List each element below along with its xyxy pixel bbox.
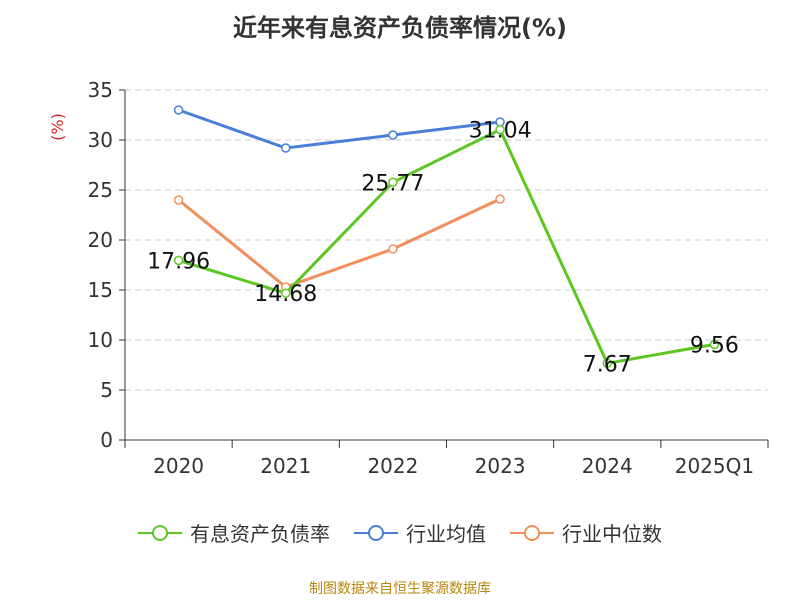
y-tick-label: 0 [100,428,113,452]
legend-item-1[interactable]: 行业均值 [354,518,486,547]
data-label: 7.67 [583,352,632,377]
legend: 有息资产负债率 行业均值 行业中位数 [0,518,800,547]
legend-label: 有息资产负债率 [190,522,330,546]
y-tick-label: 10 [88,328,113,352]
data-label: 9.56 [690,333,739,358]
x-tick-label: 2021 [260,454,311,478]
data-point [709,339,720,350]
data-point [495,124,505,135]
legend-marker-icon [354,524,398,541]
x-tick-label: 2024 [582,454,633,478]
data-point [173,105,184,115]
x-tick-label: 2022 [367,454,418,478]
y-axis-label: (%) [48,113,67,141]
grid-lines [125,89,768,391]
data-label: 14.68 [254,282,317,307]
series-lines [173,105,720,369]
data-point [602,358,612,369]
legend-label: 行业中位数 [562,522,662,546]
data-point [388,244,398,254]
data-label: 31.04 [469,119,532,144]
legend-item-2[interactable]: 行业中位数 [510,518,662,547]
data-point [173,195,184,205]
axes: 0 5 10 15 20 25 30 35 2020 2021 2022 2023 2024 2025Q1 [88,78,769,478]
x-tick-label: 2023 [475,454,526,478]
series-line [177,197,501,289]
series-line [178,128,715,365]
data-labels: 17.96 14.68 25.77 31.04 7.67 9.56 [147,119,739,378]
x-tick-label: 2020 [153,454,204,478]
y-tick-label: 20 [88,228,113,252]
legend-marker-icon [138,524,182,541]
data-point [388,130,398,140]
chart-title: 近年来有息资产负债率情况(%) [233,14,567,42]
data-point [173,255,184,266]
x-tick-label: 2025Q1 [675,454,754,478]
legend-item-0[interactable]: 有息资产负债率 [138,518,330,547]
source-note: 制图数据来自恒生聚源数据库 [309,581,491,597]
data-point [281,143,291,153]
legend-marker-icon [510,524,554,541]
y-tick-label: 5 [100,378,113,402]
y-tick-label: 15 [88,278,113,302]
data-point [281,288,291,298]
legend-label: 行业均值 [406,522,486,546]
y-tick-label: 35 [88,78,113,102]
y-tick-label: 30 [88,128,113,152]
data-label: 17.96 [147,249,210,274]
data-label: 25.77 [361,171,424,196]
data-point [495,194,505,204]
series-line [178,108,501,150]
data-point [388,177,398,188]
y-tick-label: 25 [88,178,113,202]
